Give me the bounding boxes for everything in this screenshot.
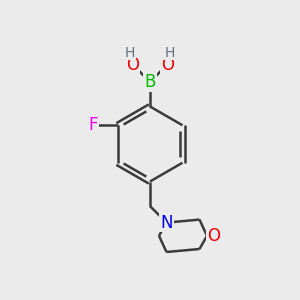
Text: H: H <box>165 46 175 59</box>
Text: O: O <box>126 56 139 74</box>
Text: H: H <box>125 46 135 59</box>
Text: O: O <box>207 227 220 245</box>
Text: N: N <box>160 214 173 232</box>
Text: F: F <box>89 116 98 134</box>
Text: B: B <box>144 73 156 91</box>
Text: O: O <box>161 56 174 74</box>
